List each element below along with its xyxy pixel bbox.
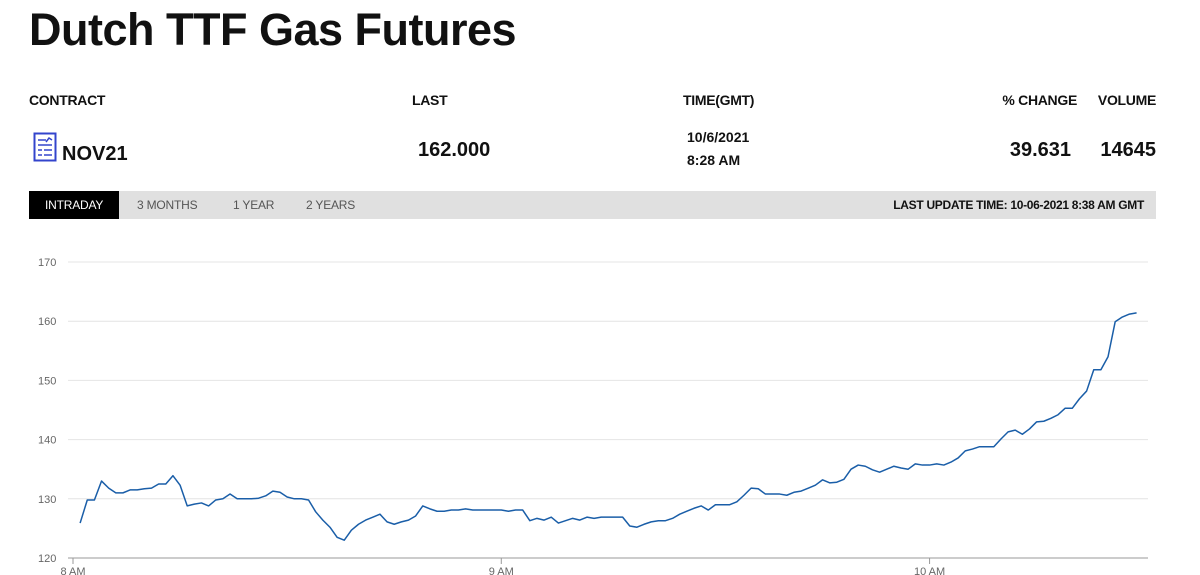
- column-header: VOLUME: [1097, 92, 1156, 108]
- tab[interactable]: 2 YEARS: [306, 198, 356, 212]
- trade-date: 10/6/2021: [687, 129, 750, 145]
- tab[interactable]: 3 MONTHS: [137, 198, 198, 212]
- x-tick-label: 8 AM: [60, 566, 85, 575]
- column-header: CONTRACT: [29, 92, 106, 108]
- contract-icon: [33, 132, 57, 162]
- y-tick-label: 170: [38, 257, 56, 269]
- volume: 14645: [1100, 139, 1156, 161]
- column-header: TIME(GMT): [683, 92, 755, 108]
- tab[interactable]: 1 YEAR: [233, 198, 275, 212]
- tab[interactable]: INTRADAY: [29, 191, 120, 219]
- last-update: LAST UPDATE TIME: 10-06-2021 8:38 AM GMT: [893, 198, 1144, 212]
- last-price: 162.000: [418, 139, 491, 161]
- percent-change: 39.631: [1009, 139, 1071, 161]
- x-tick-label: 10 AM: [914, 566, 945, 575]
- column-header: LAST: [412, 92, 448, 108]
- column-header: % CHANGE: [1002, 92, 1077, 108]
- y-tick-label: 130: [38, 494, 56, 506]
- trade-time: 8:28 AM: [687, 152, 741, 168]
- y-tick-label: 150: [38, 375, 56, 387]
- chart: 120 130 140 150 160 170 8 AM 9 AM 10 AM: [38, 257, 1148, 575]
- page-title: Dutch TTF Gas Futures: [29, 4, 517, 55]
- contract: NOV21: [62, 143, 128, 165]
- y-tick-label: 160: [38, 316, 56, 328]
- x-tick-label: 9 AM: [489, 566, 514, 575]
- y-tick-label: 120: [38, 553, 56, 565]
- tab-bar: LAST UPDATE TIME: 10-06-2021 8:38 AM GMT…: [29, 191, 1156, 219]
- y-tick-label: 140: [38, 435, 56, 447]
- price-line: [79, 312, 1137, 541]
